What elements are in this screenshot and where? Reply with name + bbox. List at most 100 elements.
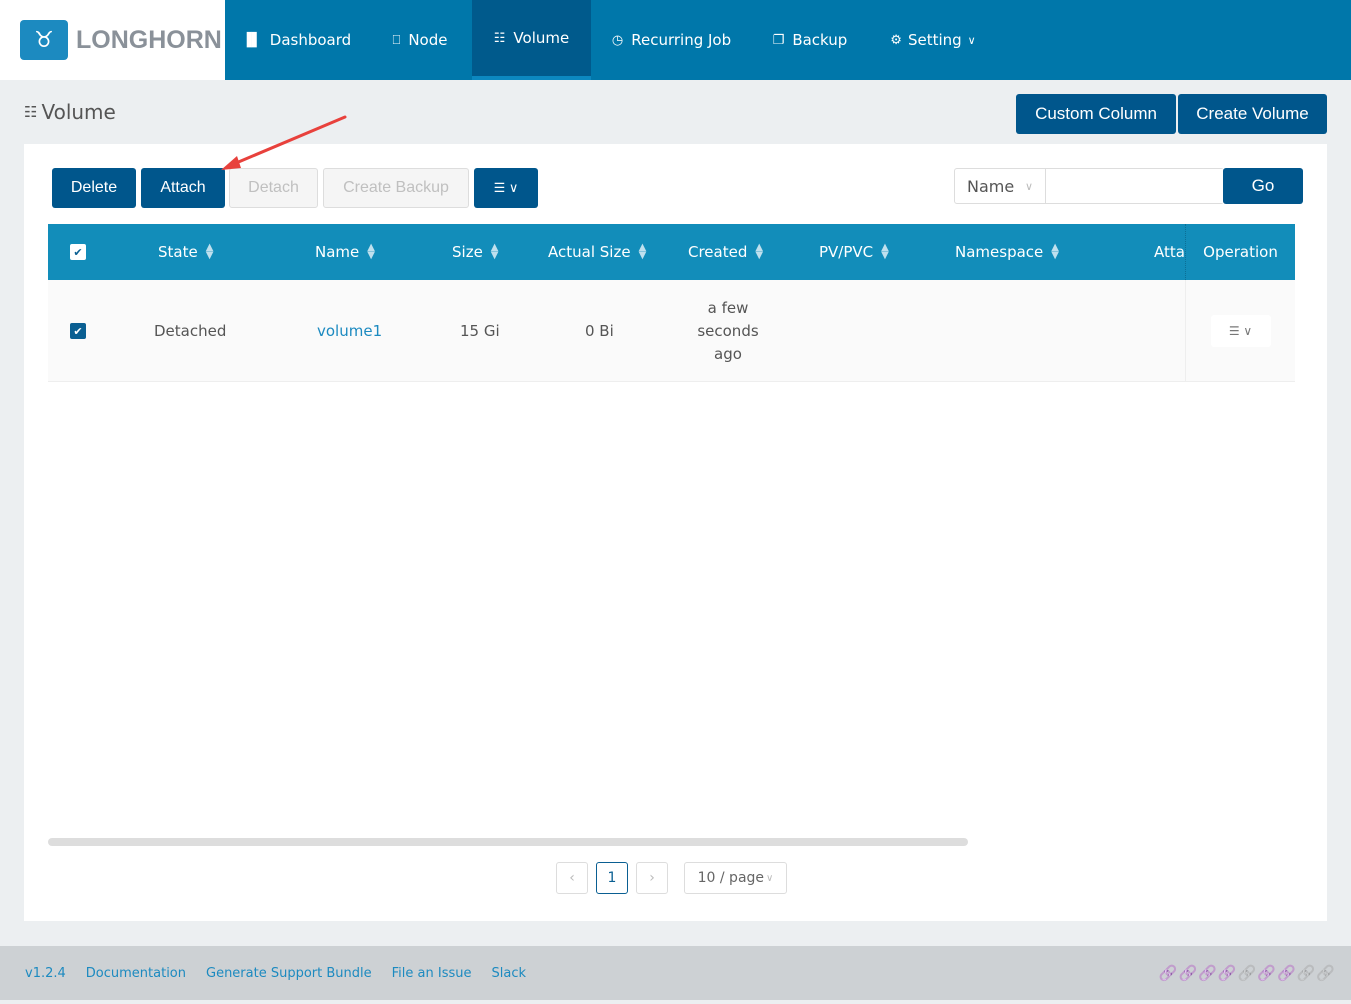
- chevron-down-icon: ∨: [766, 872, 774, 884]
- attach-button[interactable]: Attach: [141, 168, 225, 208]
- page-1-button[interactable]: 1: [596, 862, 628, 894]
- link-status-icon: 🔗: [1276, 964, 1296, 982]
- header-label: Created: [688, 243, 748, 261]
- column-state[interactable]: State ▲ ▼: [158, 224, 213, 280]
- sort-icon: ▲ ▼: [638, 242, 647, 261]
- link-status-icon: 🔗: [1296, 964, 1316, 982]
- delete-button[interactable]: Delete: [52, 168, 136, 208]
- header-label: Namespace: [955, 243, 1044, 261]
- nav-backup[interactable]: ❐ Backup: [752, 0, 868, 80]
- header-label: Atta: [1154, 243, 1185, 261]
- row-checkbox[interactable]: ✔: [70, 280, 86, 382]
- link-status-icon: 🔗: [1257, 964, 1276, 982]
- detach-button[interactable]: Detach: [229, 168, 318, 208]
- search-field-select[interactable]: Name ∨: [955, 169, 1046, 203]
- database-icon: ☷: [24, 103, 38, 121]
- database-icon: ☷: [493, 30, 506, 46]
- longhorn-logo-icon: ♉: [20, 20, 68, 60]
- column-namespace[interactable]: Namespace ▲ ▼: [955, 224, 1059, 280]
- header-label: Size: [452, 243, 483, 261]
- link-status-icon: 🔗: [1158, 964, 1178, 982]
- link-status-icon: 🔗: [1237, 964, 1257, 982]
- horizontal-scrollbar[interactable]: [48, 838, 968, 846]
- top-navbar: ♉ LONGHORN ▐▌ Dashboard ⎕ Node ☷ Volume ◷ Re…: [0, 0, 1351, 80]
- chevron-down-icon: ∨: [967, 33, 976, 47]
- nav-label: Setting: [907, 31, 962, 49]
- header-label: Name: [315, 243, 360, 261]
- nav-label: Dashboard: [269, 31, 352, 49]
- custom-column-button[interactable]: Custom Column: [1016, 94, 1176, 134]
- column-attached-to[interactable]: Atta: [1154, 224, 1185, 280]
- clock-icon: ◷: [611, 32, 624, 48]
- logo[interactable]: ♉ LONGHORN: [0, 0, 225, 80]
- nav-node[interactable]: ⎕ Node: [368, 0, 472, 80]
- list-icon: ☰ ∨: [1228, 324, 1253, 338]
- nav-setting[interactable]: ⚙ Setting ∨: [868, 0, 998, 80]
- version-link[interactable]: v1.2.4: [25, 965, 66, 981]
- gear-icon: ⚙: [890, 32, 902, 48]
- prev-page-button[interactable]: ‹: [556, 862, 588, 894]
- next-page-button[interactable]: ›: [636, 862, 668, 894]
- link-status-icon: 🔗: [1217, 964, 1237, 982]
- copy-icon: ❐: [772, 32, 785, 48]
- annotation-arrow-icon: [221, 115, 347, 170]
- slack-link[interactable]: Slack: [491, 965, 526, 981]
- sort-icon: ▲ ▼: [205, 242, 214, 261]
- support-bundle-link[interactable]: Generate Support Bundle: [206, 965, 372, 981]
- header-label: State: [158, 243, 198, 261]
- check-icon: ✔: [70, 244, 86, 260]
- page-size-label: 10 / page: [697, 870, 765, 886]
- sort-icon: ▲ ▼: [490, 242, 499, 261]
- sort-icon: ▲ ▼: [1051, 242, 1059, 261]
- nav-recurring-job[interactable]: ◷ Recurring Job: [591, 0, 752, 80]
- operation-cell: ☰ ∨: [1185, 280, 1295, 382]
- column-actual-size[interactable]: Actual Size ▲ ▼: [548, 224, 646, 280]
- sort-icon: ▲ ▼: [755, 242, 764, 261]
- chevron-left-icon: ‹: [569, 870, 575, 886]
- laptop-icon: ⎕: [392, 32, 401, 48]
- page-size-select[interactable]: 10 / page ∨: [684, 862, 787, 894]
- page-title-text: Volume: [41, 100, 116, 124]
- column-pvpvc[interactable]: PV/PVC ▲ ▼: [819, 224, 889, 280]
- actual-size-cell: 0 Bi: [585, 321, 614, 340]
- link-status-icon: 🔗: [1316, 964, 1335, 982]
- operation-menu-button[interactable]: ☰ ∨: [1210, 315, 1271, 347]
- nav-volume[interactable]: ☷ Volume: [472, 0, 591, 80]
- search-bar: Name ∨: [954, 168, 1224, 204]
- file-issue-link[interactable]: File an Issue: [391, 965, 472, 981]
- create-backup-button[interactable]: Create Backup: [323, 168, 469, 208]
- column-name[interactable]: Name ▲ ▼: [315, 224, 375, 280]
- header-label: Operation: [1203, 243, 1278, 261]
- bar-chart-icon: ▐▌: [241, 32, 262, 48]
- bulk-actions-menu-button[interactable]: ☰ ∨: [474, 168, 538, 208]
- search-field-label: Name: [967, 176, 1015, 196]
- create-volume-button[interactable]: Create Volume: [1178, 94, 1327, 134]
- select-all-checkbox[interactable]: ✔: [70, 224, 86, 280]
- column-operation: Operation: [1185, 224, 1295, 280]
- header-label: PV/PVC: [819, 243, 874, 261]
- footer: v1.2.4 Documentation Generate Support Bu…: [0, 946, 1351, 1000]
- documentation-link[interactable]: Documentation: [85, 965, 186, 981]
- size-cell: 15 Gi: [460, 321, 500, 340]
- table-header: ✔ State ▲ ▼ Name ▲ ▼ Size ▲ ▼ Actual Size ▲ ▼ Cr…: [48, 224, 1295, 280]
- column-created[interactable]: Created ▲ ▼: [688, 224, 763, 280]
- go-button[interactable]: Go: [1223, 168, 1303, 204]
- nav-label: Recurring Job: [631, 31, 732, 49]
- chevron-right-icon: ›: [649, 870, 655, 886]
- state-cell: Detached: [154, 321, 227, 340]
- search-input[interactable]: [1046, 169, 1223, 203]
- sort-icon: ▲ ▼: [881, 242, 889, 261]
- nav-label: Node: [408, 31, 448, 49]
- volume-name-link[interactable]: volume1: [317, 321, 383, 340]
- link-status-icon: 🔗: [1178, 964, 1198, 982]
- link-status-icon: 🔗: [1198, 964, 1217, 982]
- brand-name: LONGHORN: [76, 25, 222, 54]
- table-row: ✔ Detached volume1 15 Gi 0 Bi a few seco…: [48, 280, 1295, 382]
- page-title: ☷ Volume: [24, 100, 116, 124]
- nav-label: Volume: [513, 29, 570, 47]
- column-size[interactable]: Size ▲ ▼: [452, 224, 499, 280]
- list-icon: ☰ ∨: [493, 180, 519, 195]
- chevron-down-icon: ∨: [1024, 179, 1033, 193]
- nav-dashboard[interactable]: ▐▌ Dashboard: [225, 0, 368, 80]
- created-cell: a few seconds ago: [697, 298, 759, 363]
